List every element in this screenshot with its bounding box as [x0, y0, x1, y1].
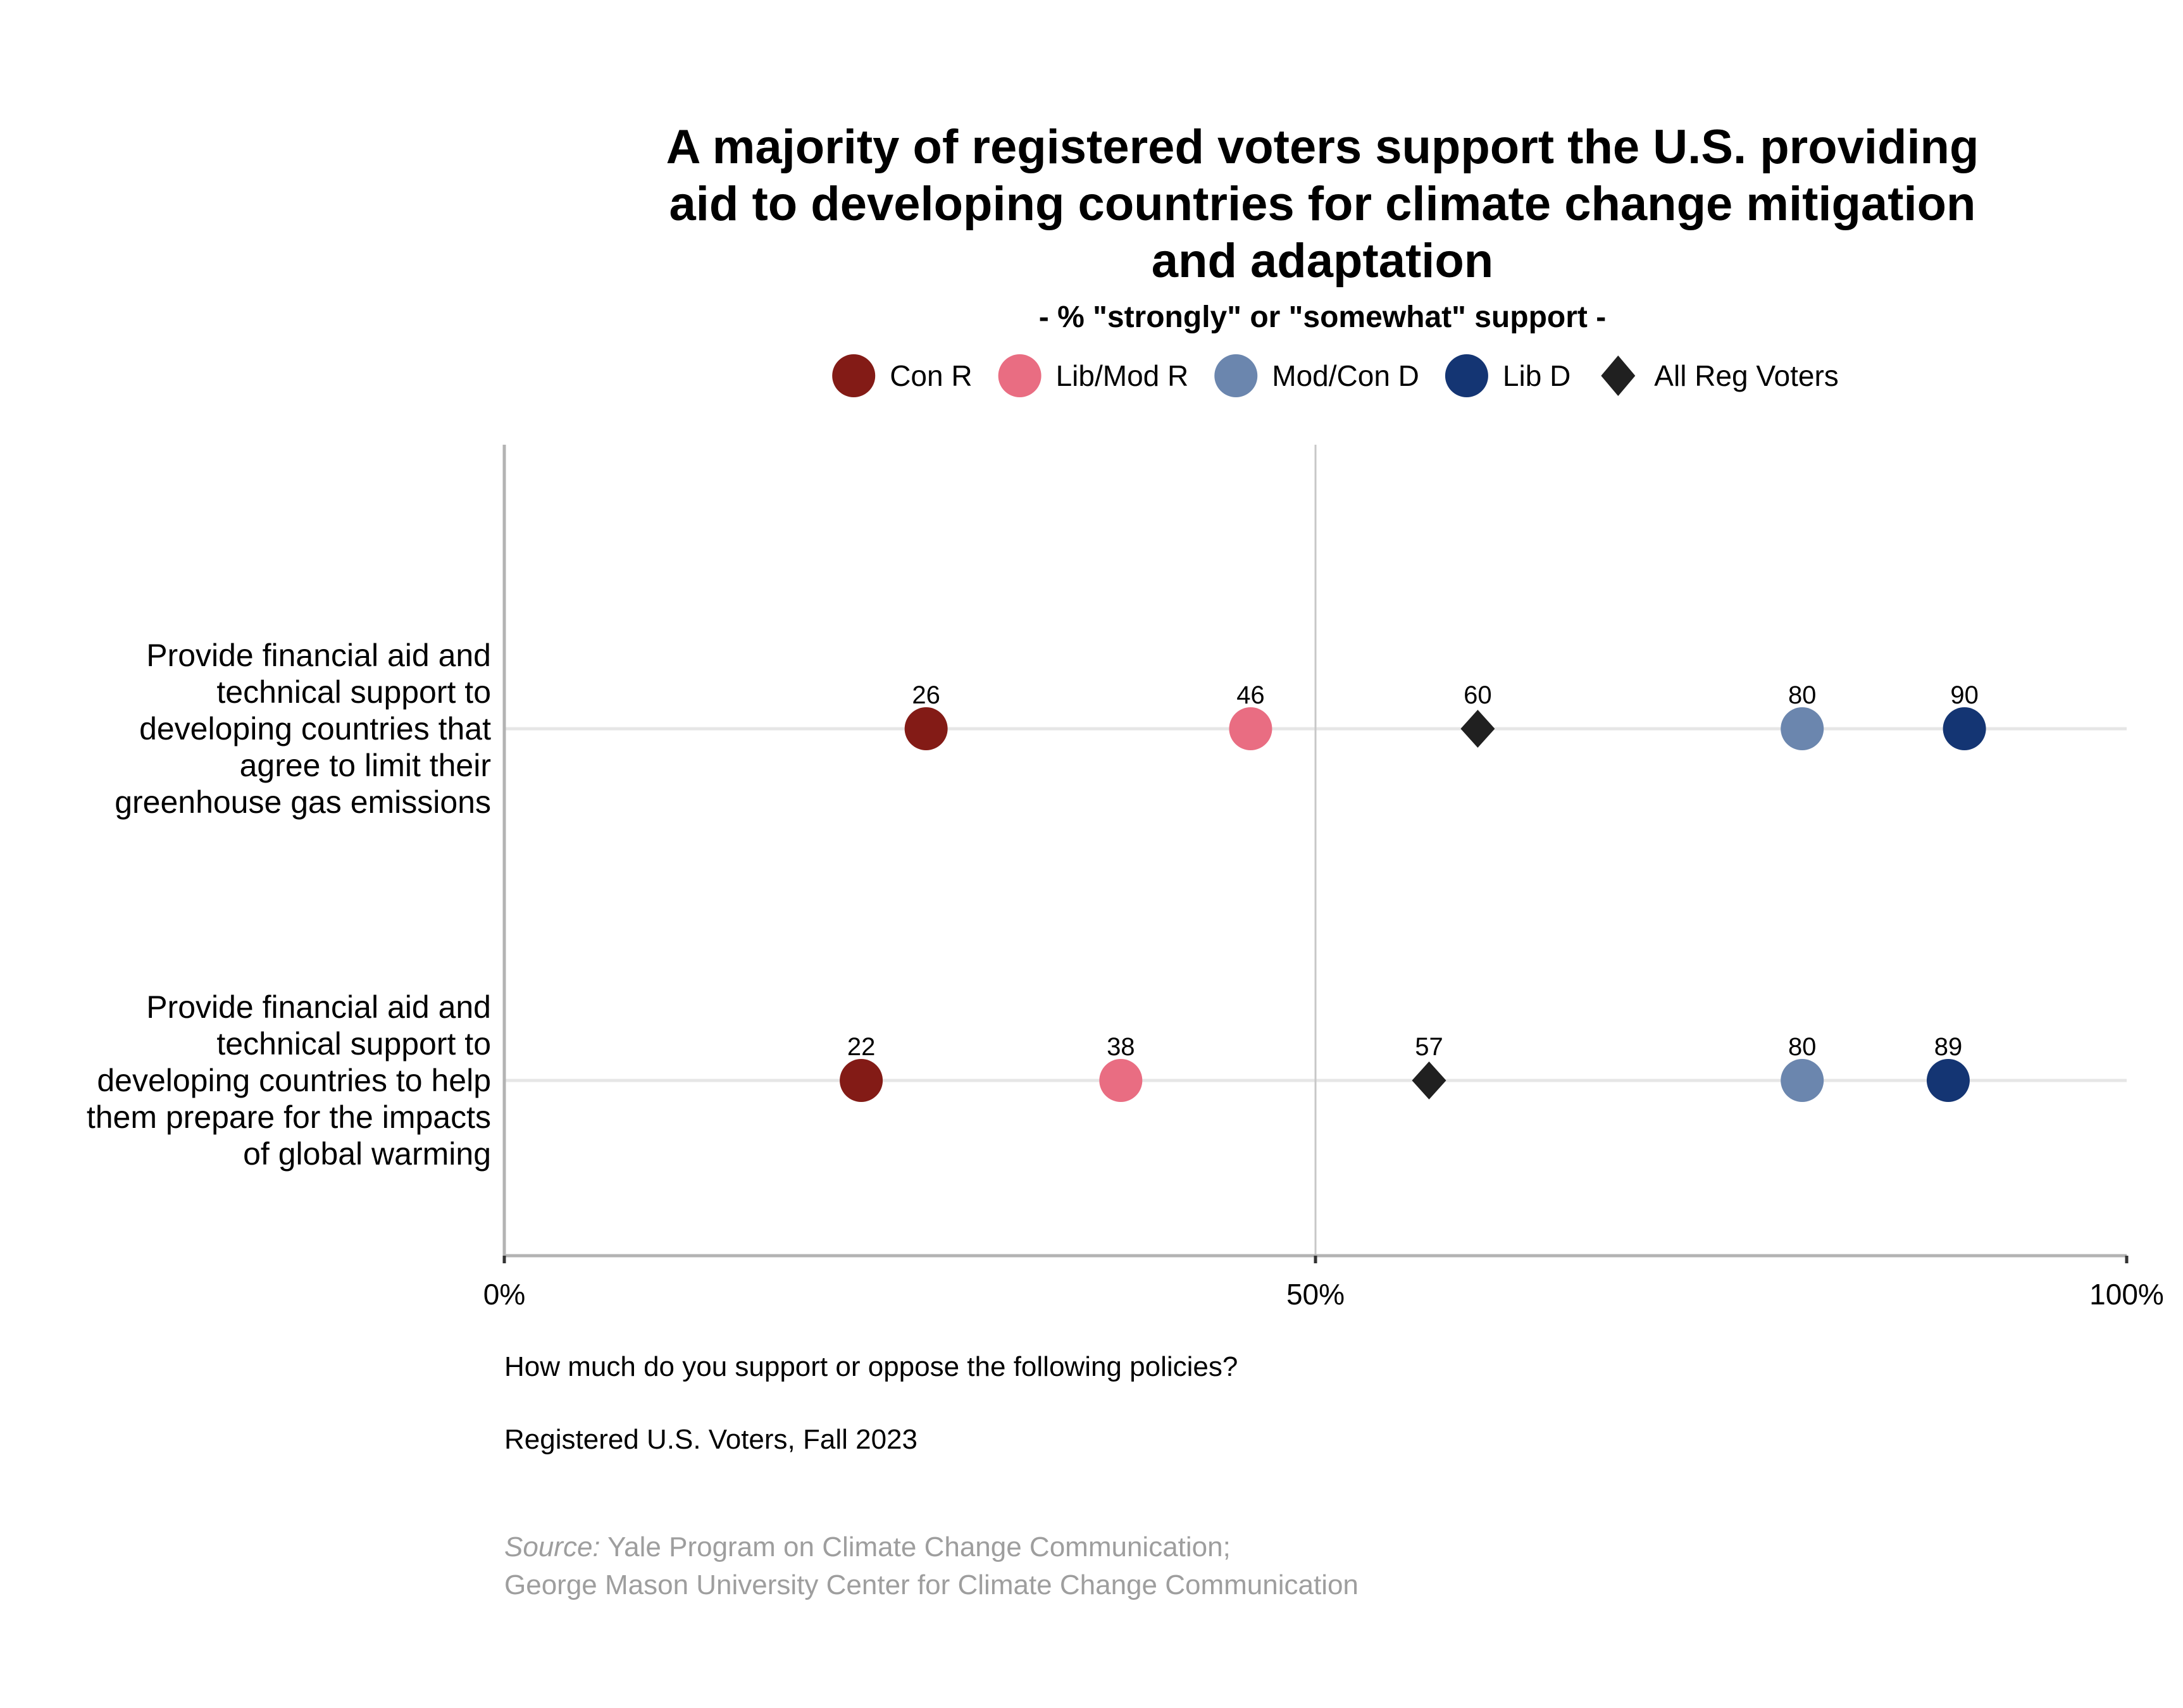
source-line-1: Source: Yale Program on Climate Change C…: [504, 1532, 1231, 1563]
data-marks: 26 22 46 38 80 80 90 89 60 57: [840, 681, 1986, 1102]
con-r-point: [904, 707, 948, 750]
category-label: Provide financial aid and technical suppo…: [87, 989, 491, 1172]
legend-label: Mod/Con D: [1272, 359, 1419, 392]
legend-label: Con R: [890, 359, 972, 392]
x-tick-label: 0%: [483, 1278, 525, 1311]
category-label: Provide financial aid and technical suppo…: [115, 638, 491, 820]
data-label: 57: [1415, 1033, 1443, 1061]
source-text-1: Yale Program on Climate Change Communica…: [600, 1532, 1231, 1563]
data-label: 89: [1934, 1033, 1963, 1061]
data-label: 22: [847, 1033, 876, 1061]
legend-circle-icon: [832, 354, 876, 397]
data-label: 90: [1950, 681, 1979, 709]
legend-label: Lib D: [1503, 359, 1570, 392]
legend-circle-icon: [998, 354, 1042, 397]
legend-diamond-icon: [1601, 356, 1636, 396]
chart-subtitle: - % "strongly" or "somewhat" support -: [1039, 300, 1606, 334]
x-tick-label: 100%: [2089, 1278, 2164, 1311]
data-label: 46: [1236, 681, 1265, 709]
category-label-line: developing countries that: [139, 711, 491, 746]
data-label: 80: [1788, 681, 1817, 709]
title-line: A majority of registered voters support …: [666, 120, 1979, 174]
lib-mod-r-point: [1099, 1059, 1143, 1102]
lib-mod-r-point: [1229, 707, 1272, 750]
gridlines: [504, 445, 2127, 1256]
title-line: and adaptation: [1152, 234, 1493, 288]
category-label-line: technical support to: [216, 674, 491, 710]
category-label-line: them prepare for the impacts: [87, 1099, 491, 1135]
data-label: 38: [1107, 1033, 1135, 1061]
con-r-point: [840, 1059, 883, 1102]
category-label-line: agree to limit their: [240, 748, 491, 783]
category-label-line: developing countries to help: [97, 1063, 491, 1098]
legend-circle-icon: [1445, 354, 1488, 397]
category-labels: Provide financial aid and technical suppo…: [87, 638, 491, 1172]
category-label-line: Provide financial aid and: [146, 989, 491, 1025]
all-voters-diamond-point: [1412, 1061, 1446, 1099]
data-label: 26: [912, 681, 940, 709]
legend-label: All Reg Voters: [1654, 359, 1838, 392]
lib-d-point: [1943, 707, 1986, 750]
chart-title: A majority of registered voters support …: [666, 120, 1979, 288]
all-voters-diamond-point: [1460, 710, 1495, 748]
title-line: aid to developing countries for climate …: [669, 177, 1976, 231]
category-label-line: Provide financial aid and: [146, 638, 491, 673]
category-label-line: technical support to: [216, 1026, 491, 1061]
data-label: 80: [1788, 1033, 1817, 1061]
category-label-line: of global warming: [243, 1136, 491, 1172]
legend-label: Lib/Mod R: [1056, 359, 1189, 392]
legend-circle-icon: [1214, 354, 1258, 397]
lib-d-point: [1926, 1059, 1970, 1102]
mod-con-d-point: [1781, 707, 1824, 750]
data-label: 60: [1464, 681, 1492, 709]
sample-caption: Registered U.S. Voters, Fall 2023: [504, 1424, 917, 1455]
category-label-line: greenhouse gas emissions: [115, 784, 491, 820]
x-axis-ticks: 0% 50% 100%: [483, 1256, 2164, 1311]
source-line-2: George Mason University Center for Clima…: [504, 1569, 1359, 1600]
question-caption: How much do you support or oppose the fo…: [504, 1351, 1238, 1382]
x-tick-label: 50%: [1286, 1278, 1345, 1311]
source-prefix: Source:: [504, 1532, 600, 1563]
mod-con-d-point: [1781, 1059, 1824, 1102]
legend: Con R Lib/Mod R Mod/Con D Lib D All Reg Vote…: [832, 354, 1839, 397]
